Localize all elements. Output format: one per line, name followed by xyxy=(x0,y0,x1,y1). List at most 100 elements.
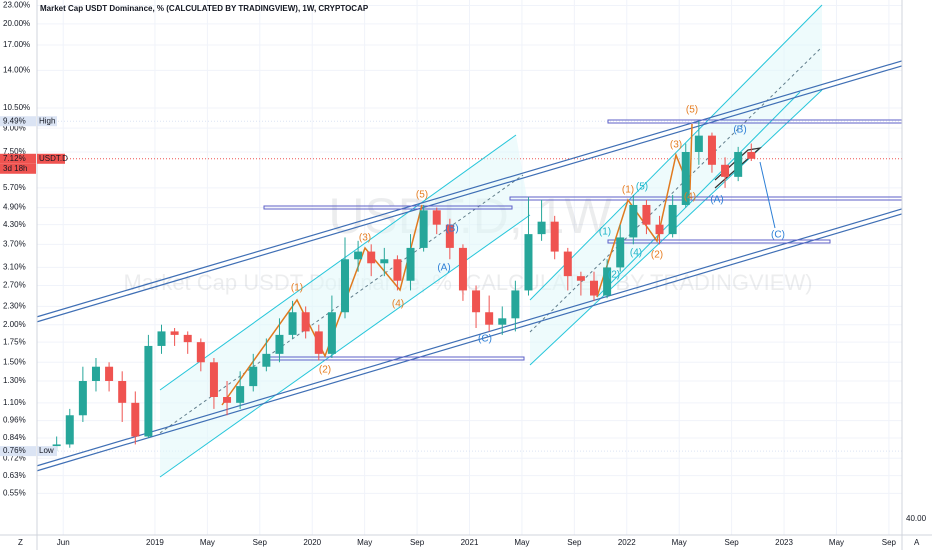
candle-body xyxy=(275,334,284,354)
y-tick-label: 2.30% xyxy=(3,302,26,311)
candle-body xyxy=(209,362,218,398)
candle-body xyxy=(458,247,467,291)
candle-body xyxy=(498,318,507,325)
candle-body xyxy=(655,224,664,235)
candle-body xyxy=(327,312,336,354)
wave-label: (5) xyxy=(686,105,698,116)
axes: 0.55% 0.63% 0.72% 0.84% 0.96% 1.10% 1.30% 1.50%… xyxy=(0,1,897,547)
price-tag xyxy=(37,153,65,164)
price-tag-text: High xyxy=(39,116,55,125)
x-tick-label: Sep xyxy=(882,538,897,547)
channel-line xyxy=(159,214,531,478)
wave-label: (B) xyxy=(445,224,458,235)
watermark: Market Cap USDT Dominance, % (CALCULATED… xyxy=(123,270,812,295)
x-tick-label: 2023 xyxy=(775,538,793,547)
candles xyxy=(52,121,756,452)
x-tick-label: Sep xyxy=(725,538,740,547)
x-tick-label: May xyxy=(514,538,529,547)
candle-body xyxy=(118,380,127,403)
trend-line xyxy=(32,204,932,473)
y-tick-label: 2.70% xyxy=(3,281,26,290)
y-tick-label: 3.70% xyxy=(3,239,26,248)
y-tick-label: 23.00% xyxy=(3,1,30,10)
level xyxy=(263,205,513,210)
y-tick-label: 4.90% xyxy=(3,203,26,212)
candle-body xyxy=(52,444,61,447)
candle-body xyxy=(642,204,651,225)
wave-label: (1) xyxy=(291,283,303,294)
wave-label: (3) xyxy=(359,233,371,244)
countdown: 3d 18h xyxy=(3,164,27,173)
candle-body xyxy=(262,353,271,367)
candle-body xyxy=(144,345,153,437)
y-axis-panel xyxy=(0,0,37,535)
candle-body xyxy=(681,151,690,205)
candle-body xyxy=(236,386,245,403)
wave-label: (3) xyxy=(670,140,682,151)
corner-button[interactable]: A xyxy=(914,538,920,547)
wave-label: (4) xyxy=(630,248,642,259)
y-tick-label: 14.00% xyxy=(3,66,30,75)
candle-body xyxy=(590,280,599,296)
wave-label: (B) xyxy=(733,125,746,136)
candle-body xyxy=(524,234,533,291)
candle-body xyxy=(603,267,612,296)
channel-mid xyxy=(529,46,823,333)
wave-label: (C) xyxy=(478,334,492,345)
price-tag-label: 7.12% xyxy=(3,154,26,163)
wave-label: (A) xyxy=(710,195,723,206)
channel-line xyxy=(159,134,517,391)
wave xyxy=(596,123,693,298)
scale-value: 40.00 xyxy=(906,514,927,523)
candle-body xyxy=(616,237,625,268)
candle-body xyxy=(707,135,716,165)
candle-body xyxy=(78,380,87,416)
y-tick-label: 1.10% xyxy=(3,398,26,407)
wave-label: (C) xyxy=(771,230,785,241)
y-tick-label: 1.30% xyxy=(3,376,26,385)
candle-body xyxy=(288,312,297,335)
y-tick-label: 17.00% xyxy=(3,40,30,49)
level xyxy=(607,239,831,244)
candle-body xyxy=(183,334,192,343)
wave-label: (A) xyxy=(437,263,450,274)
y-tick-label: 20.00% xyxy=(3,19,30,28)
price-tag-text: Low xyxy=(39,446,54,455)
wave-label: (2) xyxy=(319,365,331,376)
y-tick-label: 10.50% xyxy=(3,103,30,112)
channel-line xyxy=(529,4,823,301)
x-tick-label: May xyxy=(672,538,687,547)
candle-body xyxy=(668,204,677,235)
y-tick-label: 5.70% xyxy=(3,183,26,192)
price-tag-label: 9.49% xyxy=(3,116,26,125)
x-tick-label: May xyxy=(829,538,844,547)
candle-body xyxy=(485,312,494,325)
level xyxy=(509,196,932,201)
candle-body xyxy=(721,164,730,177)
candle-body xyxy=(131,402,140,437)
candle-body xyxy=(406,247,415,281)
x-tick-label: 2019 xyxy=(146,538,164,547)
x-tick-label: May xyxy=(200,538,215,547)
candle-body xyxy=(445,224,454,248)
candle-body xyxy=(576,276,585,281)
y-tick-label: 2.00% xyxy=(3,320,26,329)
price-tag xyxy=(37,116,57,127)
y-tick-label: 4.30% xyxy=(3,220,26,229)
price-tag-text: USDT.D xyxy=(39,154,68,163)
x-tick-label: 2021 xyxy=(461,538,479,547)
y-tick-label: 1.75% xyxy=(3,337,26,346)
candle-body xyxy=(65,415,74,445)
candle-body xyxy=(694,135,703,152)
candle-body xyxy=(170,331,179,335)
candle-body xyxy=(157,331,166,346)
candle-body xyxy=(550,221,559,252)
candle-body xyxy=(734,151,743,177)
channel-fill xyxy=(530,5,822,365)
candle-body xyxy=(537,221,546,235)
y-tick-label: 3.10% xyxy=(3,263,26,272)
x-tick-label: Jun xyxy=(57,538,70,547)
y-tick-label: 7.50% xyxy=(3,147,26,156)
corner-button[interactable]: Z xyxy=(18,538,23,547)
price-tag xyxy=(0,116,36,127)
